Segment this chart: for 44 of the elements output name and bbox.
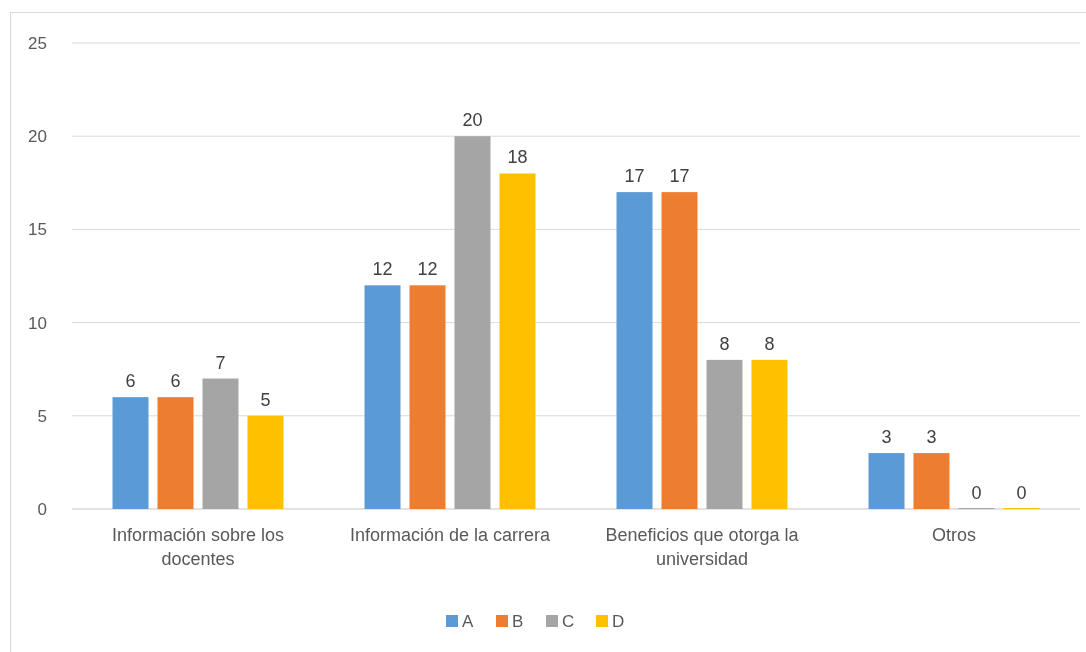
data-label: 8 [719, 333, 730, 354]
bar [913, 453, 950, 509]
bar [454, 136, 491, 509]
y-tick-label: 15 [28, 220, 47, 240]
data-label: 3 [881, 427, 892, 448]
data-label: 5 [260, 389, 271, 410]
data-label: 17 [624, 166, 645, 187]
data-label: 20 [462, 110, 483, 131]
bar [661, 192, 698, 509]
y-tick-label: 5 [37, 406, 47, 426]
data-label: 3 [926, 427, 937, 448]
bar [868, 453, 905, 509]
x-tick-label: Otros [931, 525, 977, 545]
data-label: 6 [170, 371, 181, 392]
x-tick-label: Beneficios que otorga la universidad [605, 525, 800, 569]
y-tick-label: 10 [28, 313, 47, 333]
data-label: 6 [125, 371, 136, 392]
data-label: 7 [215, 352, 226, 373]
data-label: 8 [764, 333, 775, 354]
data-label: 0 [971, 483, 982, 503]
legend-label: A [462, 611, 474, 631]
data-label: 17 [669, 166, 690, 187]
legend-label: C [562, 611, 575, 631]
bar [247, 415, 284, 509]
bar [706, 359, 743, 509]
bar [157, 397, 194, 509]
bar [751, 359, 788, 509]
x-tick-label: Información sobre los docentes [111, 525, 285, 569]
bar [112, 397, 149, 509]
data-label: 18 [507, 147, 528, 168]
legend-label: B [512, 611, 524, 631]
bar [364, 285, 401, 509]
legend-label: D [612, 611, 625, 631]
y-tick-label: 0 [37, 499, 47, 519]
data-label: 12 [372, 259, 393, 280]
x-tick-label: Información de la carrera [349, 525, 552, 545]
y-tick-label: 20 [28, 127, 47, 147]
y-tick-label: 25 [28, 33, 47, 53]
bar [499, 173, 536, 509]
bar [202, 378, 239, 509]
bar [616, 192, 653, 509]
data-label: 12 [417, 259, 438, 280]
bar [409, 285, 446, 509]
data-label: 0 [1016, 483, 1027, 503]
